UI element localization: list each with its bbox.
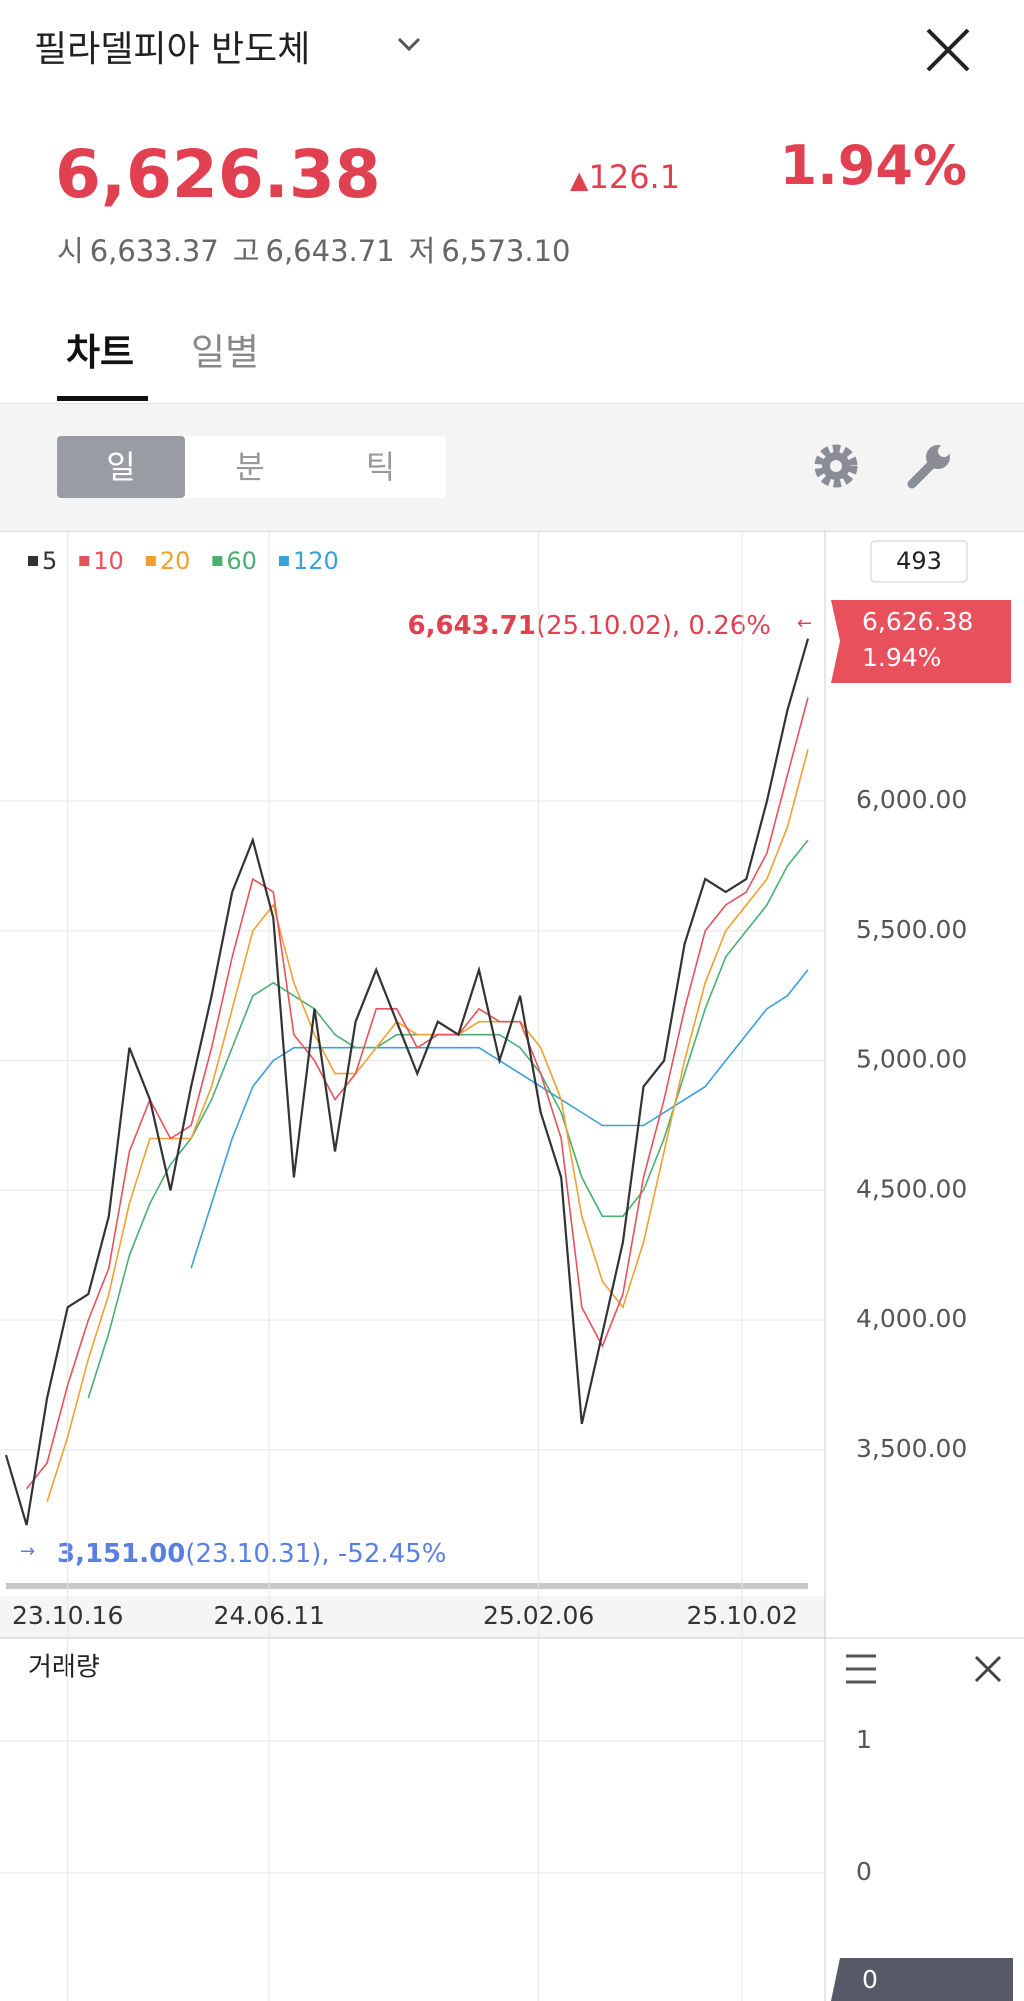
y-tick-label: 6,000.00	[856, 785, 967, 814]
y-tick-label: 3,500.00	[856, 1434, 967, 1463]
x-tick-label: 25.02.06	[483, 1601, 594, 1630]
legend-label: 20	[160, 547, 191, 575]
legend-label: 120	[293, 547, 339, 575]
low-annotation: 3,151.00(23.10.31), -52.45%	[57, 1539, 446, 1569]
title[interactable]: 필라델피아 반도체	[34, 29, 311, 70]
low-arrow: →	[20, 1541, 35, 1562]
low-note: (23.10.31), -52.45%	[185, 1539, 446, 1569]
legend-swatch	[79, 556, 90, 566]
close-panel[interactable]	[974, 1655, 1002, 1683]
count-box	[870, 540, 968, 583]
period-button[interactable]: 틱	[365, 448, 396, 486]
tab[interactable]: 일별	[191, 331, 260, 374]
legend-label: 60	[226, 547, 257, 575]
grid	[0, 530, 825, 2001]
price: 6,626.38	[55, 136, 381, 213]
volume-tag	[831, 1958, 1013, 2001]
series-line	[4, 638, 810, 1526]
volume-title: 거래량	[28, 1653, 100, 1683]
high-annotation: 6,643.71(25.10.02), 0.26%	[407, 611, 771, 641]
y-tick-label: 4,500.00	[856, 1174, 967, 1203]
series-line	[87, 839, 809, 1399]
tool-icon[interactable]	[904, 440, 956, 492]
price-tag-value: 6,626.38	[862, 607, 973, 636]
volume-tag-value: 0	[862, 1965, 878, 1994]
scrollbar[interactable]	[6, 1583, 808, 1589]
ohl-label: 시	[57, 234, 84, 268]
low-value: 3,151.00	[57, 1539, 185, 1569]
x-tick-label: 25.10.02	[687, 1601, 798, 1630]
legend-label: 5	[42, 547, 57, 575]
series-line	[46, 749, 809, 1503]
settings-icon[interactable]	[810, 440, 862, 492]
ohl-value: 6,643.71	[265, 234, 395, 268]
close-button[interactable]	[924, 26, 972, 74]
tab-underline	[57, 396, 148, 401]
toolbar: 일 분 틱	[0, 403, 1024, 532]
ohl-row: 시 6,633.37 고 6,643.71 저 6,573.10	[57, 228, 570, 270]
change-pct: 1.94%	[779, 134, 967, 197]
y-tick-label: 4,000.00	[856, 1304, 967, 1333]
legend-swatch	[28, 556, 38, 566]
x-axis-band	[0, 1596, 825, 1638]
high-arrow: ←	[797, 613, 812, 634]
y-tick-label: 5,500.00	[856, 915, 967, 944]
bar-count: 493	[896, 547, 942, 575]
ohl-value: 6,633.37	[89, 234, 219, 268]
high-value: 6,643.71	[407, 611, 535, 641]
series-line	[25, 697, 809, 1490]
price-tag	[831, 600, 1011, 683]
change: ▲126.1	[570, 158, 681, 196]
x-tick-label: 24.06.11	[214, 1601, 325, 1630]
high-note: (25.10.02), 0.26%	[536, 611, 771, 641]
menu-icon[interactable]	[846, 1654, 876, 1684]
period-button[interactable]: 분	[235, 448, 265, 486]
period-group: 일 분 틱	[57, 436, 446, 498]
y-tick-label: 0	[856, 1857, 872, 1886]
y-tick-label: 5,000.00	[856, 1045, 967, 1074]
tab[interactable]: 차트	[66, 331, 135, 374]
x-tick-label: 23.10.16	[12, 1601, 123, 1630]
ohl-value: 6,573.10	[441, 234, 571, 268]
y-tick-label: 1	[856, 1725, 872, 1754]
legend-swatch	[145, 556, 156, 566]
period-button[interactable]: 일	[57, 436, 185, 498]
legend-label: 10	[93, 547, 124, 575]
change-value: 126.1	[588, 158, 681, 196]
ohl-label: 저	[408, 234, 436, 268]
series-line	[190, 969, 809, 1269]
ohl-label: 고	[232, 234, 260, 268]
dropdown-icon[interactable]	[395, 34, 423, 54]
legend-swatch	[278, 556, 289, 566]
legend-swatch	[212, 556, 223, 566]
price-tag-change: 1.94%	[862, 643, 941, 672]
